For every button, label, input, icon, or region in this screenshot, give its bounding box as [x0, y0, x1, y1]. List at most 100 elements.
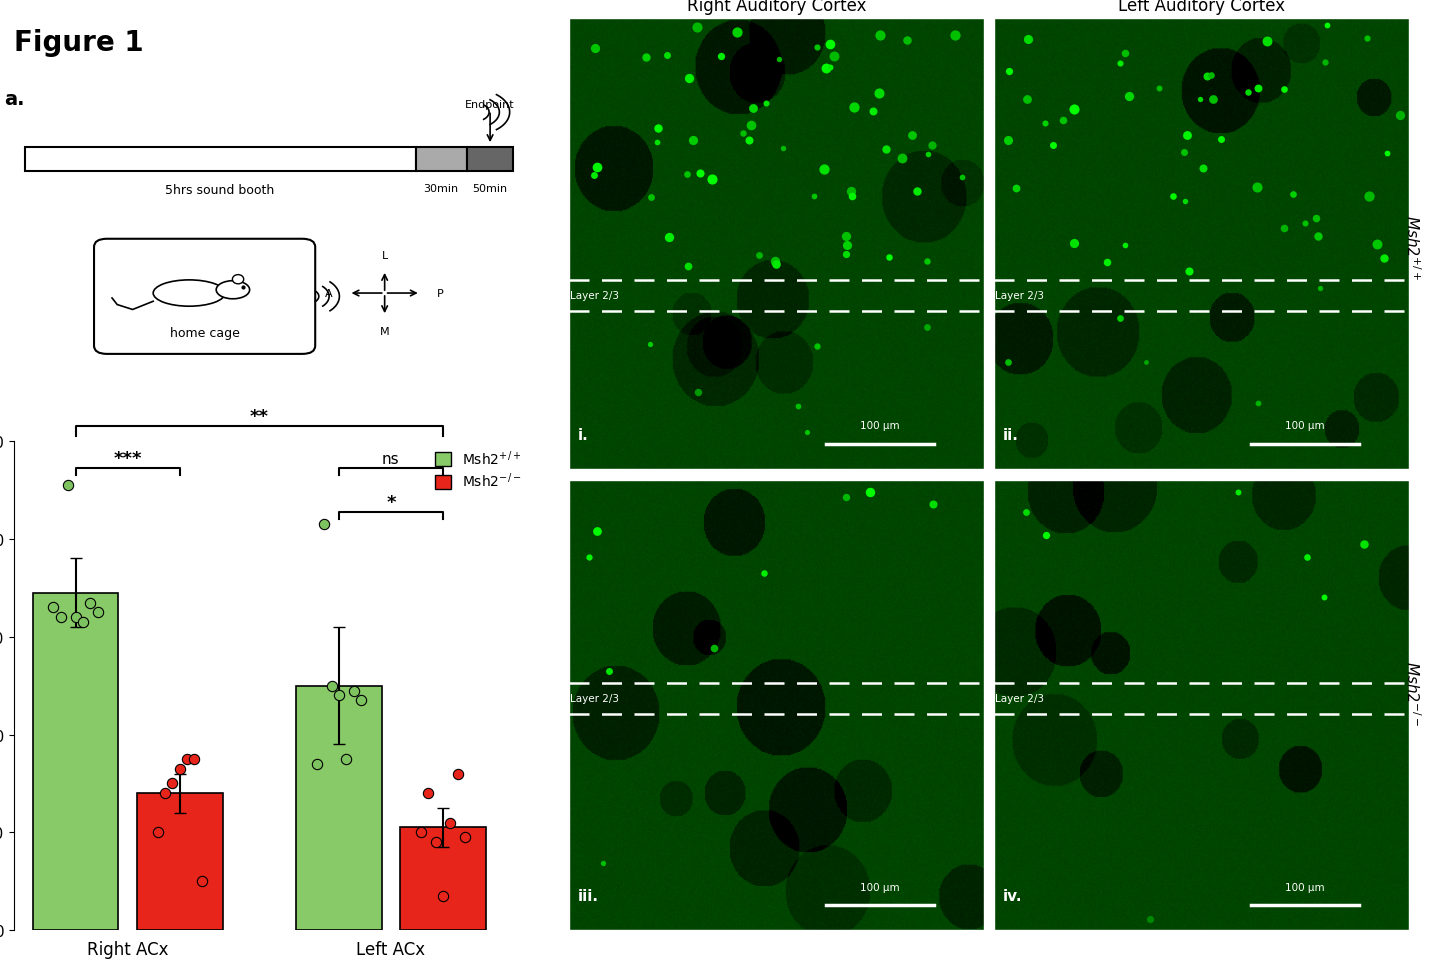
Bar — [416, 147, 468, 172]
Ellipse shape — [153, 281, 225, 307]
Text: Layer 2/3: Layer 2/3 — [995, 694, 1044, 703]
Point — [578, 549, 601, 565]
Point — [1095, 255, 1118, 270]
Point — [875, 141, 898, 157]
Text: 30min: 30min — [423, 184, 459, 194]
Point — [686, 385, 709, 400]
Point — [658, 230, 681, 245]
Point — [842, 100, 865, 115]
Point — [917, 147, 940, 163]
Point — [834, 229, 857, 244]
Point — [685, 19, 708, 35]
Point — [1246, 180, 1268, 196]
Point — [741, 101, 764, 116]
Point — [1015, 505, 1038, 520]
Point — [425, 834, 448, 850]
Point — [725, 25, 748, 41]
Text: **: ** — [250, 408, 269, 426]
Point — [1356, 31, 1379, 47]
Point — [732, 126, 755, 141]
Text: Layer 2/3: Layer 2/3 — [571, 291, 619, 301]
Point — [738, 134, 761, 149]
Point — [748, 248, 771, 264]
Point — [862, 104, 885, 119]
Point — [160, 776, 183, 792]
Point — [905, 183, 928, 199]
Text: iii.: iii. — [578, 889, 599, 903]
Point — [1062, 235, 1085, 251]
Bar — [296, 686, 382, 930]
Point — [327, 688, 350, 703]
Point — [771, 141, 794, 156]
Point — [645, 136, 668, 151]
Point — [1004, 181, 1027, 197]
Point — [1017, 92, 1040, 108]
Text: 50min: 50min — [472, 184, 508, 194]
Point — [439, 815, 462, 830]
Point — [453, 829, 476, 845]
Point — [583, 42, 606, 57]
Text: Layer 2/3: Layer 2/3 — [571, 694, 619, 703]
Point — [709, 49, 732, 65]
Point — [586, 160, 609, 175]
Point — [1032, 116, 1055, 132]
Point — [409, 825, 432, 840]
Ellipse shape — [233, 275, 243, 285]
Point — [739, 118, 762, 134]
Point — [704, 641, 726, 656]
Point — [835, 489, 858, 505]
Point — [50, 610, 73, 625]
Point — [835, 247, 858, 263]
Point — [342, 683, 365, 699]
Bar — [24, 147, 416, 172]
Point — [901, 129, 924, 144]
Point — [942, 28, 965, 44]
Point — [701, 172, 724, 187]
Title: Left Auditory Cortex: Left Auditory Cortex — [1118, 0, 1286, 16]
Point — [764, 258, 786, 273]
FancyBboxPatch shape — [94, 239, 315, 355]
Point — [1313, 589, 1336, 605]
Point — [446, 766, 469, 782]
Point — [335, 752, 358, 767]
Point — [656, 48, 679, 64]
Point — [1203, 93, 1226, 109]
Point — [1353, 537, 1376, 552]
Point — [1134, 355, 1157, 370]
Text: L: L — [382, 250, 388, 261]
Point — [79, 595, 102, 610]
Point — [1313, 55, 1336, 71]
Point — [1210, 133, 1233, 148]
Point — [190, 874, 213, 890]
Point — [1316, 17, 1338, 33]
Point — [176, 752, 199, 767]
Point — [1273, 221, 1296, 236]
Point — [1296, 550, 1318, 566]
Point — [1041, 139, 1064, 154]
Text: M: M — [380, 328, 389, 337]
Text: a.: a. — [4, 90, 24, 109]
Text: ns: ns — [382, 452, 400, 466]
Point — [839, 184, 862, 200]
Point — [837, 238, 859, 254]
Point — [349, 693, 372, 708]
Point — [1017, 33, 1040, 48]
Point — [41, 600, 64, 615]
Point — [1108, 56, 1131, 72]
Point — [1273, 82, 1296, 98]
Text: 100 μm: 100 μm — [861, 882, 899, 892]
Point — [1113, 238, 1135, 254]
Point — [313, 517, 336, 533]
Point — [689, 167, 712, 182]
Point — [824, 49, 847, 65]
Point — [86, 605, 109, 620]
Point — [997, 64, 1020, 79]
Point — [1188, 92, 1211, 108]
Point — [1161, 189, 1184, 204]
Point — [585, 523, 608, 539]
Point — [768, 52, 791, 68]
Point — [1034, 527, 1057, 543]
Point — [1357, 189, 1380, 204]
Text: iv.: iv. — [1002, 889, 1022, 903]
Point — [1294, 216, 1317, 232]
